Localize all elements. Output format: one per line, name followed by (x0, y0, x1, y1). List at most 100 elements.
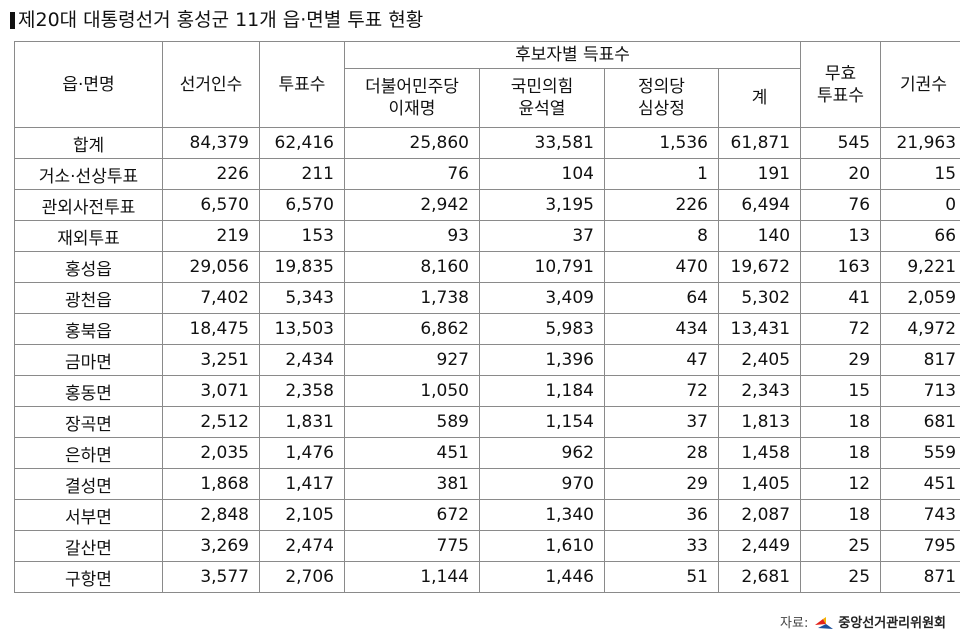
header-district: 읍·면명 (14, 41, 163, 128)
cell-cand2: 33,581 (479, 127, 605, 159)
cell-sum: 19,672 (717, 251, 802, 283)
cell-cand1: 2,942 (344, 189, 480, 221)
cell-sum: 61,871 (717, 127, 802, 159)
cell-invalid: 163 (800, 251, 882, 283)
cell-invalid: 25 (800, 530, 882, 562)
cell-cand1: 1,050 (344, 375, 480, 407)
header-cand2-name: 윤석열 (518, 99, 566, 119)
cell-electorate: 2,848 (162, 499, 260, 531)
cell-votes: 2,434 (259, 344, 345, 376)
cell-electorate: 2,035 (162, 437, 260, 469)
table-row: 재외투표 219 153 93 37 8 140 13 66 (14, 220, 960, 252)
vote-results-table: 읍·면명 선거인수 투표수 후보자별 득표수 무효 투표수 기권수 더불어민주당… (14, 41, 960, 593)
cell-invalid: 18 (800, 437, 882, 469)
table-row: 관외사전투표 6,570 6,570 2,942 3,195 226 6,494 76 0 (14, 189, 960, 221)
cell-district: 홍북읍 (14, 313, 163, 345)
header-cand3-party: 정의당 (638, 77, 685, 97)
cell-electorate: 29,056 (162, 251, 260, 283)
cell-cand3: 434 (604, 313, 719, 345)
cell-cand3: 47 (604, 344, 719, 376)
cell-abstain: 15 (880, 158, 960, 190)
cell-cand3: 72 (604, 375, 719, 407)
cell-votes: 153 (259, 220, 345, 252)
cell-cand3: 28 (604, 437, 719, 469)
cell-district: 갈산면 (14, 530, 163, 562)
cell-cand2: 3,409 (479, 282, 605, 314)
cell-cand2: 37 (479, 220, 605, 252)
cell-votes: 5,343 (259, 282, 345, 314)
cell-cand1: 25,860 (344, 127, 480, 159)
cell-district: 홍성읍 (14, 251, 163, 283)
header-cand1-party: 더불어민주당 (365, 77, 459, 97)
cell-cand3: 64 (604, 282, 719, 314)
cell-abstain: 21,963 (880, 127, 960, 159)
cell-invalid: 13 (800, 220, 882, 252)
cell-cand2: 1,446 (479, 561, 605, 593)
header-cand3-name: 심상정 (638, 99, 685, 119)
cell-votes: 2,358 (259, 375, 345, 407)
table-row: 결성면 1,868 1,417 381 970 29 1,405 12 451 (14, 468, 960, 500)
cell-abstain: 66 (880, 220, 960, 252)
cell-district: 은하면 (14, 437, 163, 469)
cell-abstain: 451 (880, 468, 960, 500)
cell-invalid: 76 (800, 189, 882, 221)
cell-invalid: 12 (800, 468, 882, 500)
cell-abstain: 817 (880, 344, 960, 376)
table-row: 금마면 3,251 2,434 927 1,396 47 2,405 29 817 (14, 344, 960, 376)
cell-sum: 1,813 (717, 406, 802, 438)
cell-abstain: 681 (880, 406, 960, 438)
source-org: 중앙선거관리위원회 (838, 616, 946, 631)
table-row: 광천읍 7,402 5,343 1,738 3,409 64 5,302 41 2,059 (14, 282, 960, 314)
source-label: 자료: (780, 616, 809, 631)
title-bullet-icon (10, 11, 15, 29)
cell-cand1: 1,738 (344, 282, 480, 314)
cell-abstain: 559 (880, 437, 960, 469)
cell-cand2: 3,195 (479, 189, 605, 221)
header-invalid: 무효 투표수 (800, 41, 882, 128)
cell-sum: 2,405 (717, 344, 802, 376)
cell-sum: 191 (717, 158, 802, 190)
cell-invalid: 18 (800, 406, 882, 438)
cell-sum: 6,494 (717, 189, 802, 221)
header-votes: 투표수 (259, 41, 345, 128)
header-candidate-3: 정의당 심상정 (604, 68, 719, 128)
cell-electorate: 3,577 (162, 561, 260, 593)
cell-cand1: 1,144 (344, 561, 480, 593)
cell-cand3: 226 (604, 189, 719, 221)
table-row: 은하면 2,035 1,476 451 962 28 1,458 18 559 (14, 437, 960, 469)
table-row: 구항면 3,577 2,706 1,144 1,446 51 2,681 25 871 (14, 561, 960, 593)
cell-cand2: 104 (479, 158, 605, 190)
header-candidate-1: 더불어민주당 이재명 (344, 68, 480, 128)
table-row: 홍동면 3,071 2,358 1,050 1,184 72 2,343 15 713 (14, 375, 960, 407)
cell-electorate: 1,868 (162, 468, 260, 500)
header-sum: 계 (717, 68, 802, 128)
cell-cand2: 1,396 (479, 344, 605, 376)
cell-cand1: 927 (344, 344, 480, 376)
cell-electorate: 18,475 (162, 313, 260, 345)
table-row: 서부면 2,848 2,105 672 1,340 36 2,087 18 743 (14, 499, 960, 531)
cell-district: 거소·선상투표 (14, 158, 163, 190)
cell-electorate: 3,251 (162, 344, 260, 376)
nec-logo-icon (815, 617, 834, 629)
cell-cand1: 775 (344, 530, 480, 562)
title-text: 제20대 대통령선거 홍성군 11개 읍·면별 투표 현황 (18, 9, 424, 31)
cell-votes: 62,416 (259, 127, 345, 159)
cell-cand3: 470 (604, 251, 719, 283)
table-row: 합계 84,379 62,416 25,860 33,581 1,536 61,871 545… (14, 127, 960, 159)
cell-abstain: 4,972 (880, 313, 960, 345)
cell-cand3: 1 (604, 158, 719, 190)
table-body: 합계 84,379 62,416 25,860 33,581 1,536 61,871 545… (14, 127, 960, 593)
table-row: 갈산면 3,269 2,474 775 1,610 33 2,449 25 795 (14, 530, 960, 562)
cell-abstain: 743 (880, 499, 960, 531)
table-row: 거소·선상투표 226 211 76 104 1 191 20 15 (14, 158, 960, 190)
cell-cand3: 36 (604, 499, 719, 531)
cell-invalid: 25 (800, 561, 882, 593)
cell-cand2: 1,154 (479, 406, 605, 438)
cell-abstain: 0 (880, 189, 960, 221)
cell-cand2: 1,610 (479, 530, 605, 562)
cell-cand3: 1,536 (604, 127, 719, 159)
cell-votes: 211 (259, 158, 345, 190)
cell-votes: 19,835 (259, 251, 345, 283)
cell-district: 구항면 (14, 561, 163, 593)
cell-electorate: 84,379 (162, 127, 260, 159)
